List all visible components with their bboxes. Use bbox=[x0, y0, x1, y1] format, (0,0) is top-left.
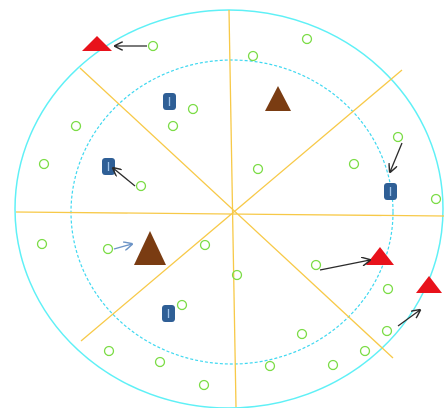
sensor-node bbox=[381, 325, 393, 337]
target bbox=[366, 247, 394, 265]
sensor-node bbox=[348, 158, 360, 170]
sensor-node bbox=[310, 259, 322, 271]
relay-node bbox=[102, 158, 115, 175]
target bbox=[82, 36, 112, 51]
sector-lines bbox=[15, 9, 445, 408]
sensor-node bbox=[296, 328, 308, 340]
relay-node bbox=[384, 183, 397, 200]
arrow bbox=[113, 244, 132, 249]
arrow bbox=[390, 142, 403, 172]
target bbox=[416, 276, 442, 293]
sensor-node bbox=[231, 269, 243, 281]
sensor-node bbox=[247, 50, 259, 62]
arrow bbox=[397, 310, 420, 327]
sensor-node bbox=[167, 120, 179, 132]
sensor-node bbox=[359, 345, 371, 357]
sensor-node bbox=[430, 193, 442, 205]
sensor-node bbox=[154, 356, 166, 368]
targets bbox=[82, 36, 442, 293]
arrow bbox=[113, 168, 136, 187]
sensor-node bbox=[70, 120, 82, 132]
sensor-node bbox=[199, 239, 211, 251]
sector-line bbox=[80, 69, 403, 342]
sensor-node bbox=[392, 131, 404, 143]
base-station bbox=[134, 231, 166, 265]
sensor-node bbox=[103, 345, 115, 357]
sensor-node bbox=[135, 180, 147, 192]
sensor-node bbox=[264, 360, 276, 372]
base-stations bbox=[134, 86, 291, 265]
outer-boundary-circle bbox=[14, 9, 444, 408]
sector-line bbox=[79, 67, 394, 359]
relay-nodes bbox=[102, 93, 397, 322]
relay-node bbox=[163, 93, 176, 110]
sensor-node bbox=[176, 299, 188, 311]
sensor-node bbox=[198, 379, 210, 391]
sensor-node bbox=[327, 359, 339, 371]
sensor-node bbox=[187, 103, 199, 115]
sensor-node bbox=[36, 238, 48, 250]
arrow bbox=[319, 260, 370, 271]
sensor-node bbox=[382, 283, 394, 295]
sensor-node bbox=[252, 163, 264, 175]
sector-line bbox=[15, 211, 445, 217]
relay-node bbox=[162, 305, 175, 322]
sensor-node bbox=[38, 158, 50, 170]
sensor-node bbox=[301, 33, 313, 45]
sensor-node bbox=[102, 243, 114, 255]
sensor-node bbox=[147, 40, 159, 52]
sensor-nodes bbox=[36, 33, 442, 391]
movement-arrows bbox=[113, 46, 420, 327]
base-station bbox=[265, 86, 291, 111]
